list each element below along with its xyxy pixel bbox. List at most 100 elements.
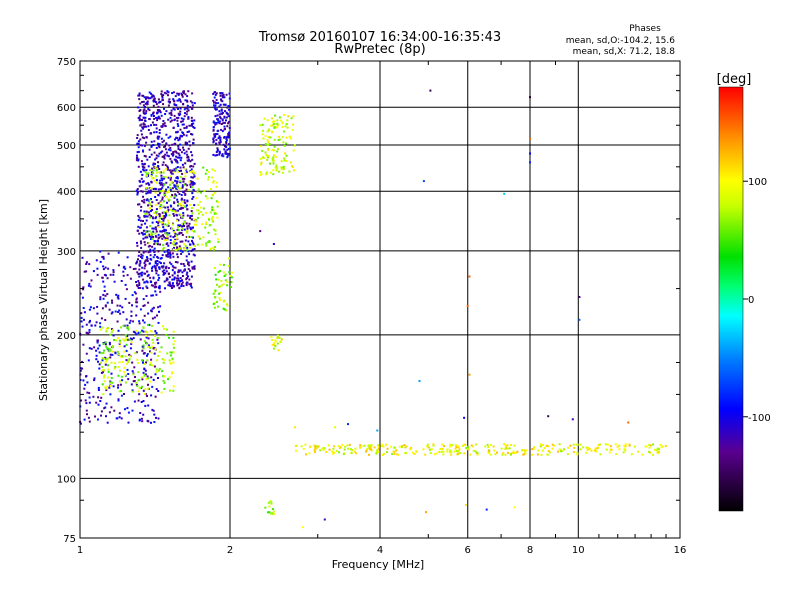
echo-point: [117, 294, 120, 297]
echo-point: [146, 198, 149, 201]
echo-point: [142, 413, 145, 416]
echo-point: [170, 362, 173, 365]
echo-point: [146, 101, 149, 104]
echo-point: [529, 137, 531, 140]
echo-point: [83, 270, 86, 273]
echo-point: [213, 169, 216, 172]
echo-point: [547, 415, 550, 418]
echo-point: [141, 101, 144, 103]
echo-point: [181, 186, 184, 189]
echo-point: [176, 279, 179, 282]
echo-point: [107, 364, 109, 367]
echo-point: [211, 193, 214, 196]
echo-point: [181, 207, 184, 210]
echo-point: [173, 184, 176, 187]
echo-point: [195, 219, 198, 222]
echo-point: [218, 122, 221, 125]
echo-point: [162, 120, 165, 122]
echo-point: [228, 92, 231, 95]
echo-point: [179, 269, 182, 272]
echo-point: [418, 380, 421, 382]
echo-point: [147, 165, 150, 168]
echo-point: [141, 349, 144, 352]
echo-point: [152, 217, 155, 220]
echo-point: [183, 177, 186, 180]
echo-point: [157, 417, 160, 420]
echo-point: [217, 137, 220, 140]
echo-point: [158, 131, 161, 134]
echo-point: [186, 107, 189, 110]
echo-point: [107, 370, 110, 373]
echo-point: [376, 449, 379, 452]
echo-point: [95, 259, 98, 262]
echo-point: [633, 445, 636, 448]
echo-point: [164, 206, 167, 209]
y-tick-label: 200: [57, 331, 76, 342]
echo-point: [126, 368, 129, 371]
echo-point: [163, 381, 166, 384]
echo-point: [269, 171, 272, 174]
echo-point: [178, 192, 181, 195]
echo-point: [138, 282, 141, 285]
echo-point: [119, 304, 122, 307]
echo-point: [136, 151, 139, 154]
echo-point: [128, 339, 131, 341]
echo-point: [579, 448, 582, 451]
echo-point: [173, 244, 176, 247]
echo-point: [405, 452, 408, 455]
echo-point: [212, 209, 215, 212]
echo-point: [155, 213, 158, 216]
echo-point: [148, 156, 151, 158]
echo-point: [270, 501, 273, 504]
echo-point: [155, 388, 158, 391]
echo-point: [222, 263, 225, 266]
echo-point: [140, 160, 143, 163]
echo-point: [105, 389, 108, 392]
echo-point: [181, 185, 184, 188]
echo-point: [184, 167, 187, 170]
echo-point: [179, 280, 182, 282]
echo-point: [174, 159, 177, 161]
echo-point: [186, 131, 189, 133]
echo-point: [94, 324, 97, 327]
echo-point: [190, 282, 193, 285]
echo-point: [139, 286, 142, 289]
echo-point: [652, 443, 654, 446]
echo-point: [282, 171, 284, 174]
echo-point: [155, 210, 158, 213]
echo-point: [160, 93, 163, 96]
echo-point: [216, 133, 219, 135]
echo-point: [151, 201, 154, 204]
echo-point: [514, 452, 517, 454]
echo-point: [109, 381, 112, 384]
echo-point: [267, 148, 270, 150]
echo-point: [173, 185, 176, 188]
echo-point: [158, 367, 161, 370]
echo-point: [271, 117, 273, 120]
echo-point: [187, 261, 190, 264]
echo-point: [142, 201, 145, 204]
echo-point: [141, 126, 144, 129]
echo-point: [140, 401, 143, 403]
echo-point: [131, 409, 134, 412]
echo-point: [365, 450, 368, 453]
echo-point: [109, 353, 112, 356]
echo-point: [133, 400, 136, 403]
echo-point: [274, 156, 277, 158]
echo-point: [140, 177, 143, 180]
echo-point: [161, 196, 164, 199]
echo-point: [260, 161, 263, 164]
echo-point: [289, 137, 292, 140]
echo-point: [135, 297, 138, 300]
echo-point: [142, 149, 144, 152]
echo-point: [142, 110, 145, 113]
echo-point: [137, 203, 139, 206]
echo-point: [160, 177, 163, 180]
echo-point: [529, 96, 531, 99]
echo-point: [136, 137, 139, 139]
echo-point: [177, 269, 180, 272]
echo-point: [648, 450, 651, 453]
echo-point: [193, 127, 196, 129]
echo-point: [441, 443, 444, 446]
echo-point: [183, 243, 186, 246]
